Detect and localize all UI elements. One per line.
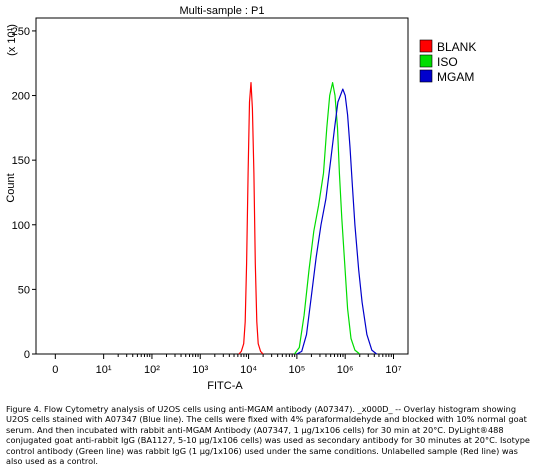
x-tick-label: 10³ [192, 364, 208, 376]
x-tick-label: 10⁴ [240, 364, 257, 376]
y-tick-label: 150 [12, 155, 30, 167]
x-tick-label: 10⁶ [337, 364, 354, 376]
x-tick-label: 0 [52, 364, 58, 376]
y-tick-label: 0 [24, 349, 30, 361]
legend-label-mgam: MGAM [437, 70, 474, 84]
series-line-mgam [296, 88, 377, 355]
y-axis: 0 50 100 150 200 250 [12, 26, 36, 361]
series-line-iso [294, 81, 361, 355]
figure-caption: Figure 4. Flow Cytometry analysis of U2O… [6, 404, 530, 467]
histogram-series [238, 81, 377, 355]
x-tick-label: 10⁷ [385, 364, 401, 376]
x-axis: 0 10¹ 10² 10³ 10⁴ 10⁵ 10⁶ 10⁷ [52, 354, 402, 376]
y-tick-label: 100 [12, 220, 30, 232]
x-axis-label: FITC-A [207, 380, 243, 392]
x-tick-label: 10² [144, 364, 160, 376]
y-tick-label: 250 [12, 26, 30, 38]
legend-swatch-mgam [419, 69, 433, 83]
y-tick-label: 200 [12, 91, 30, 103]
y-tick-label: 50 [18, 284, 30, 296]
legend-label-blank: BLANK [437, 40, 476, 54]
legend-label-iso: ISO [437, 55, 458, 69]
y-axis-label: Count [5, 173, 17, 202]
legend-swatch-iso [419, 54, 433, 68]
plot-frame [35, 17, 409, 355]
x-tick-label: 10⁵ [288, 364, 305, 376]
series-line-blank [238, 81, 264, 355]
chart-title: Multi-sample : P1 [180, 5, 265, 17]
y-multiplier-label: (x 10¹) [6, 24, 18, 56]
legend-swatch-blank [419, 39, 433, 53]
x-tick-label: 10¹ [96, 364, 112, 376]
flow-cytometry-chart: Multi-sample : P1 (x 10¹) Count FITC-A 0… [5, 5, 476, 392]
